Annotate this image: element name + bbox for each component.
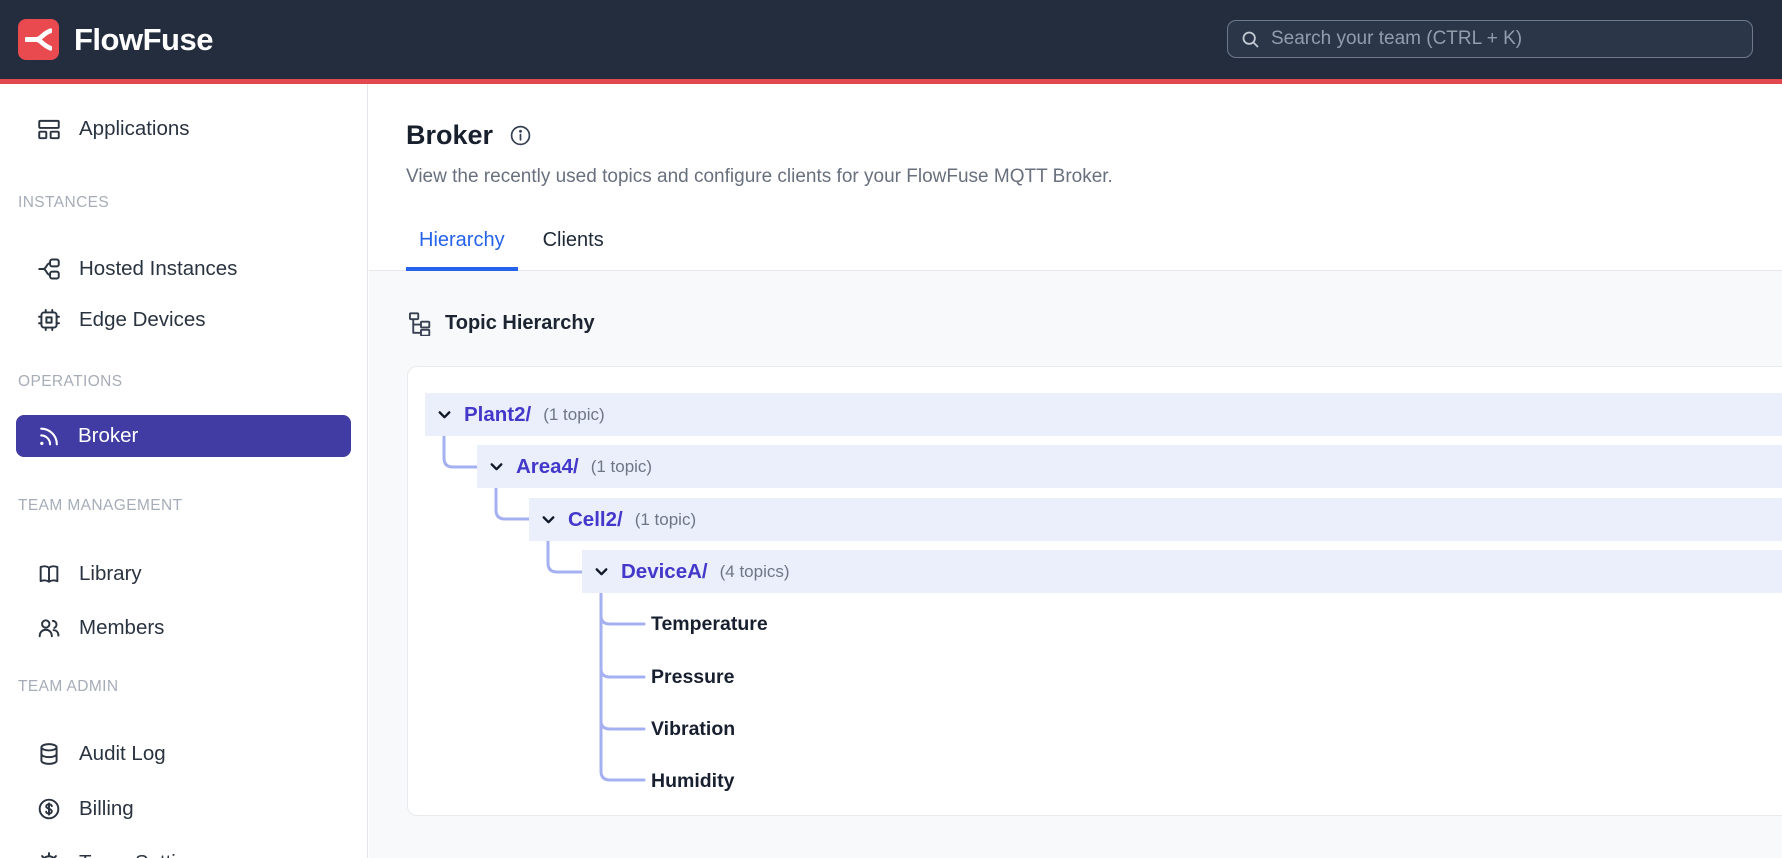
sidebar-section-instances: INSTANCES	[18, 194, 110, 211]
main-content: Broker View the recently used topics and…	[369, 84, 1782, 858]
sidebar-item-billing[interactable]: Billing	[0, 787, 367, 831]
tab-content: Topic Hierarchy Plant2/ (	[369, 271, 1782, 858]
hosted-instances-icon	[38, 258, 60, 280]
tree-node-cell2[interactable]: Cell2/ (1 topic)	[529, 498, 1782, 541]
gear-icon	[41, 852, 57, 858]
billing-icon	[38, 798, 60, 820]
brand-accent-bar	[0, 79, 1782, 84]
flowfuse-logo-icon	[18, 19, 59, 60]
page-header: Broker	[406, 120, 532, 151]
tree-leaf-pressure[interactable]: Pressure	[651, 666, 735, 688]
sidebar-item-library[interactable]: Library	[0, 552, 367, 596]
topic-count: (4 topics)	[719, 561, 790, 581]
sidebar: Applications INSTANCES Hosted Instances …	[0, 84, 368, 858]
library-icon	[39, 565, 59, 583]
sidebar-section-team-admin: TEAM ADMIN	[18, 678, 119, 695]
tree-node-plant2[interactable]: Plant2/ (1 topic)	[425, 393, 1782, 436]
chevron-down-icon	[540, 511, 557, 528]
page-title: Broker	[406, 120, 494, 150]
page-description: View the recently used topics and config…	[406, 166, 1113, 187]
info-icon[interactable]	[509, 124, 532, 147]
top-navbar: FlowFuse	[0, 0, 1782, 79]
topic-name: DeviceA/	[621, 559, 708, 583]
brand[interactable]: FlowFuse	[18, 19, 213, 60]
search-input[interactable]	[1271, 28, 1740, 50]
sidebar-section-operations: OPERATIONS	[18, 373, 123, 390]
applications-icon	[38, 119, 60, 140]
sidebar-item-label: Edge Devices	[79, 308, 206, 331]
topic-name: Plant2/	[464, 402, 532, 426]
tab-bar: Hierarchy Clients	[369, 227, 1782, 271]
tree-node-area4[interactable]: Area4/ (1 topic)	[477, 445, 1782, 488]
sidebar-item-members[interactable]: Members	[0, 606, 367, 650]
search-icon	[1242, 31, 1259, 47]
sidebar-item-label: Hosted Instances	[79, 257, 238, 280]
sidebar-item-label: Applications	[79, 117, 190, 140]
edge-devices-icon	[38, 309, 60, 331]
sidebar-item-label: Team Settings	[79, 851, 209, 858]
tree-leaf-humidity[interactable]: Humidity	[651, 770, 735, 792]
sidebar-item-team-settings[interactable]: Team Settings	[0, 841, 367, 858]
tree-leaf-temperature[interactable]: Temperature	[651, 613, 768, 635]
topic-count: (1 topic)	[590, 456, 653, 476]
tree-node-devicea[interactable]: DeviceA/ (4 topics)	[582, 550, 1782, 593]
sidebar-section-team-management: TEAM MANAGEMENT	[18, 497, 183, 514]
topic-name: Area4/	[516, 454, 579, 478]
sidebar-item-label: Members	[79, 616, 165, 639]
section-header: Topic Hierarchy	[407, 311, 595, 336]
sidebar-item-broker[interactable]: Broker	[16, 415, 351, 457]
sidebar-item-label: Broker	[78, 424, 139, 447]
members-icon	[38, 619, 60, 638]
topic-name: Cell2/	[568, 507, 623, 531]
topic-hierarchy-card: Plant2/ (1 topic) Area4/ (1 topic) Cell2…	[407, 366, 1782, 816]
sidebar-item-label: Library	[79, 562, 142, 585]
brand-name: FlowFuse	[74, 21, 213, 57]
team-search[interactable]	[1227, 20, 1753, 58]
sidebar-item-label: Audit Log	[79, 742, 166, 765]
chevron-down-icon	[488, 458, 505, 475]
topic-hierarchy-icon	[408, 312, 431, 336]
topic-count: (1 topic)	[634, 509, 697, 529]
tab-hierarchy[interactable]: Hierarchy	[406, 227, 518, 271]
tree-leaf-vibration[interactable]: Vibration	[651, 718, 736, 740]
chevron-down-icon	[593, 563, 610, 580]
audit-log-icon	[40, 743, 58, 765]
sidebar-item-edge-devices[interactable]: Edge Devices	[0, 298, 367, 342]
sidebar-item-audit-log[interactable]: Audit Log	[0, 732, 367, 776]
sidebar-item-hosted-instances[interactable]: Hosted Instances	[0, 247, 367, 291]
section-title: Topic Hierarchy	[445, 312, 595, 334]
broker-icon	[40, 427, 58, 445]
sidebar-item-label: Billing	[79, 797, 134, 820]
tab-clients[interactable]: Clients	[542, 229, 604, 251]
sidebar-item-applications[interactable]: Applications	[0, 107, 367, 151]
topic-count: (1 topic)	[543, 404, 605, 424]
chevron-down-icon	[436, 406, 453, 423]
